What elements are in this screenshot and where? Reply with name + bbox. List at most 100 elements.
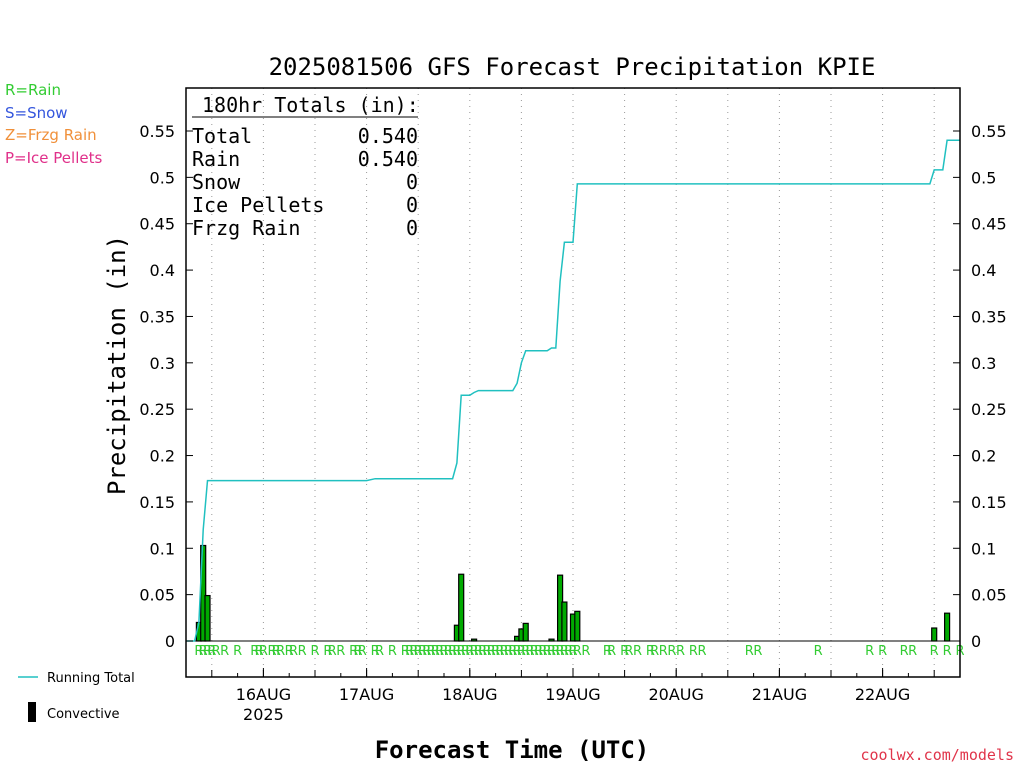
ptype-code-rain: R: [328, 644, 337, 659]
source-credit: coolwx.com/models: [860, 746, 1014, 764]
ptype-code-rain: R: [375, 644, 384, 659]
y-tick-label-right: 0.2: [971, 447, 996, 466]
y-tick-label-right: 0.25: [971, 400, 1007, 419]
totals-row-value: 0.540: [358, 147, 418, 171]
ptype-code-rain: R: [814, 644, 823, 659]
ptype-code-rain: R: [624, 644, 633, 659]
ptype-code-rain: R: [543, 644, 552, 659]
ptype-code-rain: R: [212, 644, 221, 659]
ptype-code-rain: R: [358, 644, 367, 659]
ptype-code-rain: R: [930, 644, 939, 659]
convective-bar: [931, 627, 938, 642]
y-tick-label-left: 0.05: [139, 586, 175, 605]
convective-swatch: [28, 702, 36, 722]
y-tick-label-right: 0.1: [971, 539, 996, 558]
ptype-code-rain: R: [388, 644, 397, 659]
ptype-code-rain: R: [530, 644, 539, 659]
ptype-code-rain: R: [298, 644, 307, 659]
ptype-code-rain: R: [900, 644, 909, 659]
y-tick-label-left: 0.4: [150, 261, 175, 280]
legend-ice-pellets: P=Ice Pellets: [5, 149, 103, 167]
ptype-code-rain: R: [689, 644, 698, 659]
ptype-code-rain: R: [753, 644, 762, 659]
ptype-code-rain: R: [310, 644, 319, 659]
y-tick-label-right: 0.55: [971, 122, 1007, 141]
x-tick-label: 22AUG: [855, 685, 910, 704]
ptype-code-rain: R: [581, 644, 590, 659]
ptype-code-rain: R: [220, 644, 229, 659]
ptype-code-rain: R: [233, 644, 242, 659]
ptype-code-rain: R: [525, 644, 534, 659]
y-tick-label-left: 0: [165, 632, 175, 651]
ptype-code-rain: R: [414, 644, 423, 659]
legend-freezing-rain: Z=Frzg Rain: [5, 126, 97, 144]
ptype-code-rain: R: [267, 644, 276, 659]
x-tick-label: 20AUG: [648, 685, 703, 704]
ptype-code-rain: R: [607, 644, 616, 659]
x-tick-label: 16AUG: [236, 685, 291, 704]
ptype-code-rain: R: [336, 644, 345, 659]
ptype-code-rain: R: [500, 644, 509, 659]
totals-row-label: Snow: [192, 170, 241, 194]
ptype-code-rain: R: [551, 644, 560, 659]
ptype-code-rain: R: [194, 644, 203, 659]
y-tick-label-left: 0.25: [139, 400, 175, 419]
ptype-code-rain: R: [435, 644, 444, 659]
convective-bar: [943, 612, 951, 642]
totals-row-value: 0.540: [358, 124, 418, 148]
convective-bar: [574, 610, 581, 642]
ptype-code-rain: R: [487, 644, 496, 659]
y-tick-label-left: 0.55: [139, 122, 175, 141]
ptype-code-rain: R: [444, 644, 453, 659]
y-tick-label-right: 0.5: [971, 168, 996, 187]
ptype-code-rain: R: [538, 644, 547, 659]
ptype-code-rain: R: [418, 644, 427, 659]
totals-rows: Total 0.540 Rain 0.540 Snow 0 Ice Pellets 0 Frzg…: [192, 124, 418, 240]
ptype-code-rain: R: [560, 644, 569, 659]
y-tick-label-right: 0.15: [971, 493, 1007, 512]
y-axis-label: Precipitation (in): [103, 235, 131, 495]
ptype-code-rain: R: [478, 644, 487, 659]
convective-bar: [522, 622, 529, 642]
ptype-code-rain: R: [568, 644, 577, 659]
totals-row-label: Total: [192, 124, 252, 148]
ptype-code-rain: R: [427, 644, 436, 659]
y-tick-label-left: 0.2: [150, 447, 175, 466]
y-tick-label-left: 0.35: [139, 307, 175, 326]
ptype-code-rain: R: [422, 644, 431, 659]
ptype-code-rain: R: [285, 644, 294, 659]
ptype-code-rain: R: [676, 644, 685, 659]
y-tick-label-left: 0.45: [139, 215, 175, 234]
ptype-code-rain: R: [504, 644, 513, 659]
ptype-code-rain: R: [452, 644, 461, 659]
ptype-code-rain: R: [431, 644, 440, 659]
y-tick-label-right: 0: [971, 632, 981, 651]
ptype-code-rain: R: [495, 644, 504, 659]
ptype-code-rain: R: [371, 644, 380, 659]
x-axis-label: Forecast Time (UTC): [375, 736, 650, 764]
ptype-code-rain: R: [556, 644, 565, 659]
ptype-code-rain: R: [513, 644, 522, 659]
y-tick-label-left: 0.1: [150, 539, 175, 558]
y-tick-label-right: 0.3: [971, 354, 996, 373]
ptype-code-rain: R: [353, 644, 362, 659]
ptype-code-rain: R: [508, 644, 517, 659]
ptype-code-rain: R: [547, 644, 556, 659]
convective-bar: [471, 638, 478, 642]
ptype-code-rain: R: [199, 644, 208, 659]
ptype-code-rain: R: [276, 644, 285, 659]
ptype-code-rain: R: [650, 644, 659, 659]
totals-row-label: Frzg Rain: [192, 216, 300, 240]
ptype-code-rain: R: [534, 644, 543, 659]
ptype-code-rain: R: [405, 644, 414, 659]
y-tick-label-left: 0.15: [139, 493, 175, 512]
ptype-code-rain: R: [633, 644, 642, 659]
ptype-code-rain: R: [207, 644, 216, 659]
x-tick-label: 19AUG: [545, 685, 600, 704]
y-tick-label-right: 0.45: [971, 215, 1007, 234]
totals-row-value: 0: [406, 216, 418, 240]
ptype-code-rain: R: [491, 644, 500, 659]
totals-box: 180hr Totals (in): Total 0.540 Rain 0.540 Sn…: [192, 93, 419, 240]
ptype-code-rain: R: [878, 644, 887, 659]
